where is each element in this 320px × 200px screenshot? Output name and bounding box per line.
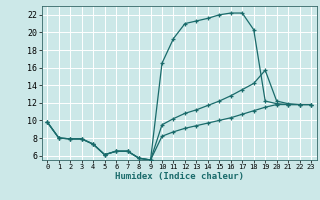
X-axis label: Humidex (Indice chaleur): Humidex (Indice chaleur) — [115, 172, 244, 181]
